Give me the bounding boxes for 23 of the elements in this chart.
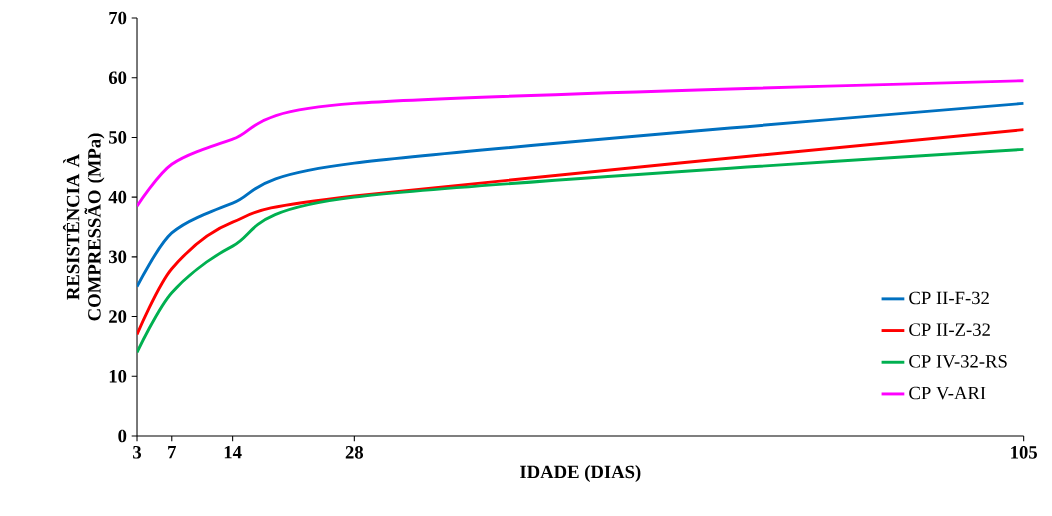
y-tick-label: 30 [109,250,127,264]
y-tick-label: 40 [108,190,127,204]
x-tick-label: 105 [1011,446,1037,459]
legend-label: CP V-ARI [909,386,986,400]
y-tick-label: 50 [109,131,127,144]
x-tick-label: 14 [224,446,242,459]
y-tick-label: 70 [109,11,127,25]
line-series [137,128,1024,336]
x-tick-label: 3 [133,446,142,459]
legend-label: CP II-Z-32 [909,323,990,336]
x-axis-title: IDADE (DIAS) [520,465,641,483]
legend-label: CP IV-32-RS [909,355,1007,368]
y-tick-label: 10 [109,369,127,383]
legend-label: CP II-F-32 [909,291,989,305]
x-tick-label: 28 [345,446,364,459]
y-axis-title: RESISTÊNCIA À COMPRESSÃO (MPa) [62,133,105,321]
y-tick-label: 20 [109,310,127,323]
line-series [137,79,1024,208]
x-tick-label: 7 [168,446,176,459]
line-series [137,147,1024,354]
line-series [137,101,1024,289]
y-tick-label: 0 [118,429,127,443]
y-tick-label: 60 [108,71,127,85]
